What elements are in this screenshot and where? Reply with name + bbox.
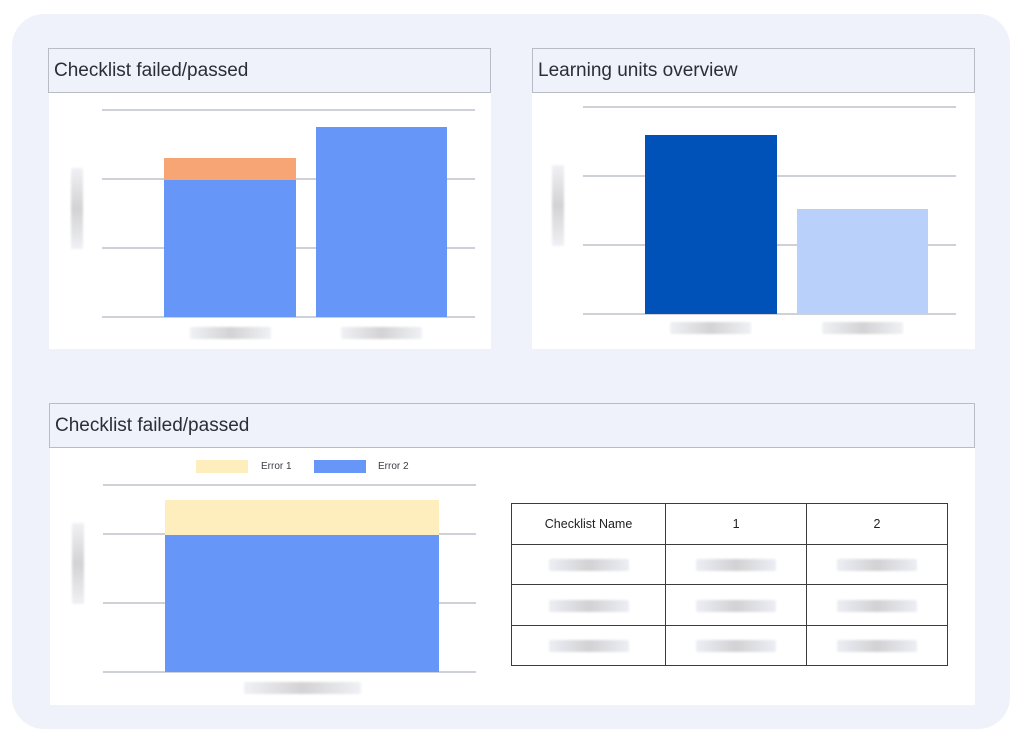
table-row	[510, 624, 948, 667]
table-cell	[665, 584, 808, 626]
x-tick-label-redacted	[822, 322, 903, 334]
x-axis-line	[103, 671, 476, 673]
panel-title-checklist-bottom: Checklist failed/passed	[49, 403, 975, 448]
table-cell	[510, 584, 667, 626]
y-axis-label-redacted	[72, 523, 84, 604]
bar-1-orange	[164, 158, 296, 180]
table-cell	[806, 584, 948, 626]
gridline	[102, 109, 475, 111]
column-header-checklist-name: Checklist Name	[510, 503, 667, 545]
cell-value-redacted	[696, 599, 777, 612]
y-axis-label-redacted	[71, 168, 83, 249]
cell-value-redacted	[696, 559, 777, 572]
bar-2-light-blue	[797, 209, 928, 314]
bar-error1	[165, 500, 439, 535]
legend-label-error2: Error 2	[378, 461, 409, 472]
table-header-row: Checklist Name 1 2	[510, 503, 948, 545]
table-cell	[510, 543, 667, 586]
table-row	[510, 543, 948, 586]
cell-value-redacted	[696, 640, 777, 653]
table-cell	[806, 543, 948, 586]
column-header-1: 1	[665, 503, 808, 545]
bar-1-blue	[164, 180, 296, 317]
table-cell	[665, 543, 808, 586]
bar-error2	[165, 535, 439, 672]
bar-1-dark-blue	[645, 135, 777, 314]
legend-swatch-error1	[196, 460, 248, 473]
x-axis-line	[583, 313, 956, 315]
x-axis-line	[102, 316, 475, 318]
panel-title-learning-units: Learning units overview	[532, 48, 975, 93]
column-header-2: 2	[806, 503, 948, 545]
legend-label-error1: Error 1	[261, 461, 292, 472]
x-tick-label-redacted	[244, 682, 361, 694]
table-cell	[665, 624, 808, 667]
cell-value-redacted	[548, 640, 629, 653]
table-cell	[510, 624, 667, 667]
cell-value-redacted	[837, 599, 917, 612]
table-cell	[806, 624, 948, 667]
x-tick-label-redacted	[341, 327, 422, 339]
gridline	[583, 106, 956, 108]
panel-title-checklist-top: Checklist failed/passed	[48, 48, 491, 93]
bar-2-blue	[316, 127, 447, 317]
x-tick-label-redacted	[670, 322, 751, 334]
cell-value-redacted	[837, 559, 917, 572]
x-tick-label-redacted	[190, 327, 271, 339]
chart-learning-units	[532, 93, 975, 349]
gridline	[103, 484, 476, 486]
y-axis-label-redacted	[552, 165, 564, 246]
table-row	[510, 584, 948, 626]
cell-value-redacted	[548, 599, 629, 612]
cell-value-redacted	[837, 640, 917, 653]
legend-swatch-error2	[314, 460, 366, 473]
chart-checklist-top	[49, 93, 491, 349]
cell-value-redacted	[548, 559, 629, 572]
checklist-table: Checklist Name 1 2	[510, 503, 948, 667]
